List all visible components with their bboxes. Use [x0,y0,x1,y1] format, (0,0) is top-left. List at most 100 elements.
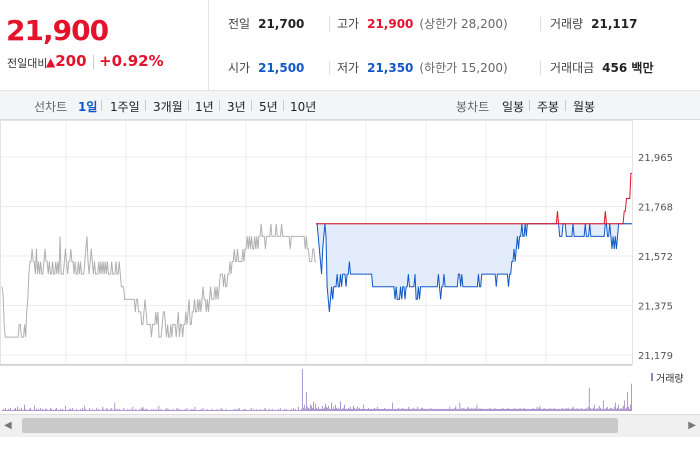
volume-bar [389,408,391,411]
volume-bar [76,408,78,411]
volume-bar [350,406,351,411]
tab-divider [283,100,284,111]
volume-bar [569,408,571,411]
volume-bar [348,407,349,411]
volume-bar [482,408,484,411]
volume-bar [195,409,197,411]
volume-bar [468,407,470,411]
volume-bar [251,409,253,411]
volume-bar [84,405,86,411]
volume-bar [331,402,332,411]
volume-bar [551,408,553,411]
volume-legend: 거래량 [656,373,684,385]
volume-bar [538,407,540,411]
volume-bar [437,408,439,411]
volume-bar [202,407,204,411]
volume-bar [469,408,471,411]
tab-1y[interactable]: 1년 [195,100,214,114]
scroll-right-icon[interactable]: ▶ [688,420,696,431]
volume-bar [284,409,286,411]
volume-bar [113,409,115,411]
below-base-fill [316,223,632,312]
volume-bar [61,409,62,411]
volume-bar [542,408,544,411]
volume-bar [355,408,356,411]
volume-bar [605,407,607,411]
volume-bar [427,408,429,411]
volume-bar [513,408,515,411]
volume-bar [369,408,370,411]
volume-bar [153,408,155,411]
volume-bar [394,408,396,411]
volume-bar [281,409,283,411]
tab-weekly[interactable]: 주봉 [537,100,560,114]
volume-bar [34,405,35,411]
quote-summary: 21,900 전일대비 ▲200 +0.92% 전일 21,700 고가 21,90… [0,0,700,91]
volume-bar [158,405,160,411]
volume-bar [507,407,509,411]
volume-bar [178,409,180,411]
volume-bar [530,408,532,411]
volume-bar [47,409,48,411]
volume-bar [182,409,184,411]
volume-bar [588,387,590,411]
volume-bar [624,408,626,411]
volume-bar [266,409,268,411]
volume-bar [385,408,387,411]
volume-bar [332,408,333,411]
volume-bar [177,408,179,411]
volume-bar [102,406,104,411]
candle-chart-label: 봉차트 [456,100,490,114]
line-chart-label: 선차트 [34,100,68,114]
scroll-left-icon[interactable]: ◀ [4,420,12,431]
scrollbar-thumb[interactable] [22,418,618,433]
tab-10y[interactable]: 10년 [290,100,317,114]
volume-bar [616,407,618,411]
volume-bar [58,409,59,411]
volume-bar [283,408,285,411]
volume-bar [420,408,422,411]
volume-bar [306,406,308,411]
volume-bar [335,404,336,411]
volume-bar [477,408,479,411]
volume-bar [451,408,453,411]
volume-bar [499,408,501,411]
volume-bar [206,408,208,411]
volume-bar [328,405,329,411]
volume-bar [604,408,606,411]
volume-bar [376,408,377,411]
change-label: 전일대비 [7,57,48,70]
tab-3y[interactable]: 3년 [227,100,246,114]
volume-bar [134,409,136,411]
volume-bar [192,408,194,411]
volume-bar [14,408,15,411]
volume-bar [92,408,94,411]
volume-bar [255,408,257,411]
volume-bar [108,409,110,411]
volume-bar [570,408,572,411]
volume-bar [357,406,358,411]
volume-bar [66,409,67,411]
volume-bar [444,408,446,411]
tab-5y[interactable]: 5년 [259,100,278,114]
tab-3m[interactable]: 3개월 [153,100,183,114]
chart-scrollbar[interactable]: ◀ ▶ [0,414,700,437]
volume-bar [531,408,533,411]
volume-bar [506,408,508,411]
tab-daily[interactable]: 일봉 [502,100,525,114]
volume-bar [212,409,214,411]
volume-bar [194,406,196,411]
volume-bar [277,408,279,411]
tab-monthly[interactable]: 월봉 [573,100,596,114]
tab-1d[interactable]: 1일 [78,100,98,114]
volume-bar [150,409,152,411]
volume-bar [545,408,547,411]
volume-bar [299,409,301,411]
stat-open: 시가 21,500 [228,60,304,76]
volume-bar [214,409,216,411]
volume-bar [264,407,266,411]
volume-bar [516,408,518,411]
series-previous-session [1,223,316,338]
volume-bar [106,407,108,411]
tab-1w[interactable]: 1주일 [110,100,140,114]
